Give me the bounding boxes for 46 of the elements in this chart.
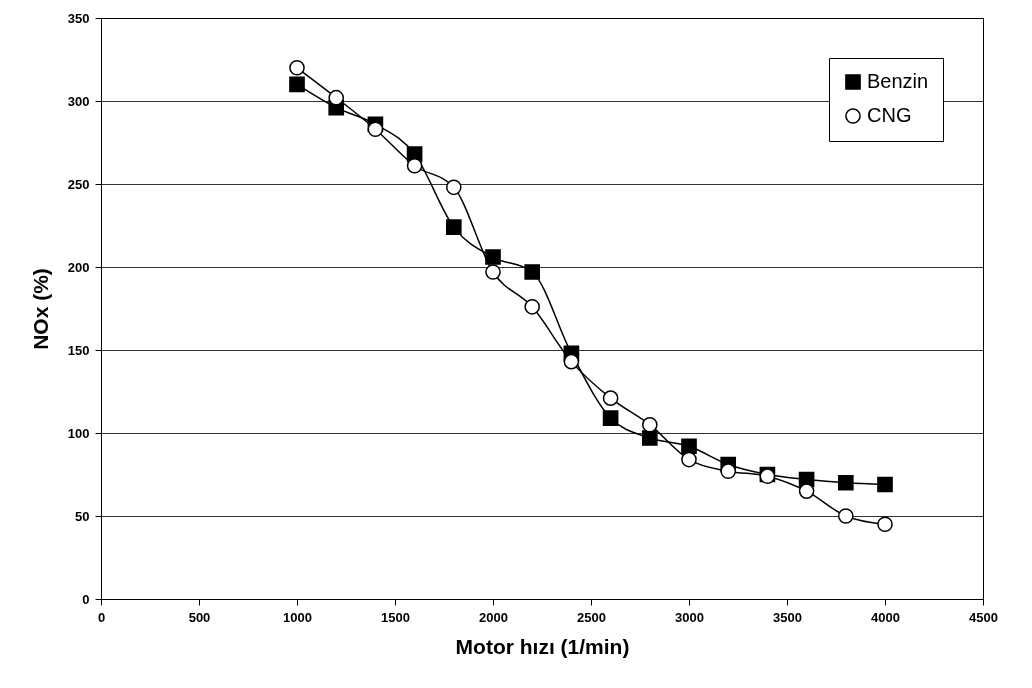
point xyxy=(877,516,893,533)
x-tick-label: 500 xyxy=(188,609,211,625)
legend-label: CNG xyxy=(867,104,912,126)
point xyxy=(681,451,697,468)
y-tick-label: 50 xyxy=(75,508,90,524)
point xyxy=(877,476,893,493)
x-tick-label: 2500 xyxy=(577,609,606,625)
point xyxy=(798,483,815,499)
x-tick-label: 1000 xyxy=(283,609,312,625)
point xyxy=(445,179,462,196)
point xyxy=(641,416,658,433)
point xyxy=(524,264,541,280)
x-tick-label: 0 xyxy=(97,609,106,625)
point xyxy=(485,249,501,265)
x-tick-label: 2000 xyxy=(479,609,508,625)
y-tick-label: 250 xyxy=(67,176,90,192)
x-tick-label: 4500 xyxy=(969,609,998,625)
point xyxy=(367,121,384,138)
point xyxy=(602,410,619,426)
point xyxy=(563,353,580,370)
x-axis-title: Motor hızı (1/min) xyxy=(455,634,630,658)
y-tick-label: 200 xyxy=(67,259,90,275)
y-tick-label: 100 xyxy=(67,425,90,441)
point xyxy=(681,438,697,455)
point xyxy=(445,219,462,235)
y-tick-label: 300 xyxy=(67,93,90,109)
y-axis-title: NOx (%) xyxy=(28,268,52,350)
point xyxy=(837,508,854,524)
point xyxy=(641,430,658,446)
point xyxy=(602,390,619,406)
y-tick-label: 350 xyxy=(67,10,90,26)
point xyxy=(406,157,423,174)
x-tick-label: 1500 xyxy=(381,609,410,625)
x-tick-label: 3500 xyxy=(773,609,802,625)
y-tick-label: 0 xyxy=(82,591,90,607)
point xyxy=(485,264,501,280)
legend-label: Benzin xyxy=(867,70,929,92)
point xyxy=(328,89,345,106)
point xyxy=(524,299,541,315)
point xyxy=(289,76,305,93)
point xyxy=(720,463,737,479)
y-tick-label: 150 xyxy=(67,342,90,358)
x-tick-label: 3000 xyxy=(675,609,704,625)
x-tick-label: 4000 xyxy=(871,609,900,625)
point xyxy=(837,474,854,491)
point xyxy=(289,59,305,76)
